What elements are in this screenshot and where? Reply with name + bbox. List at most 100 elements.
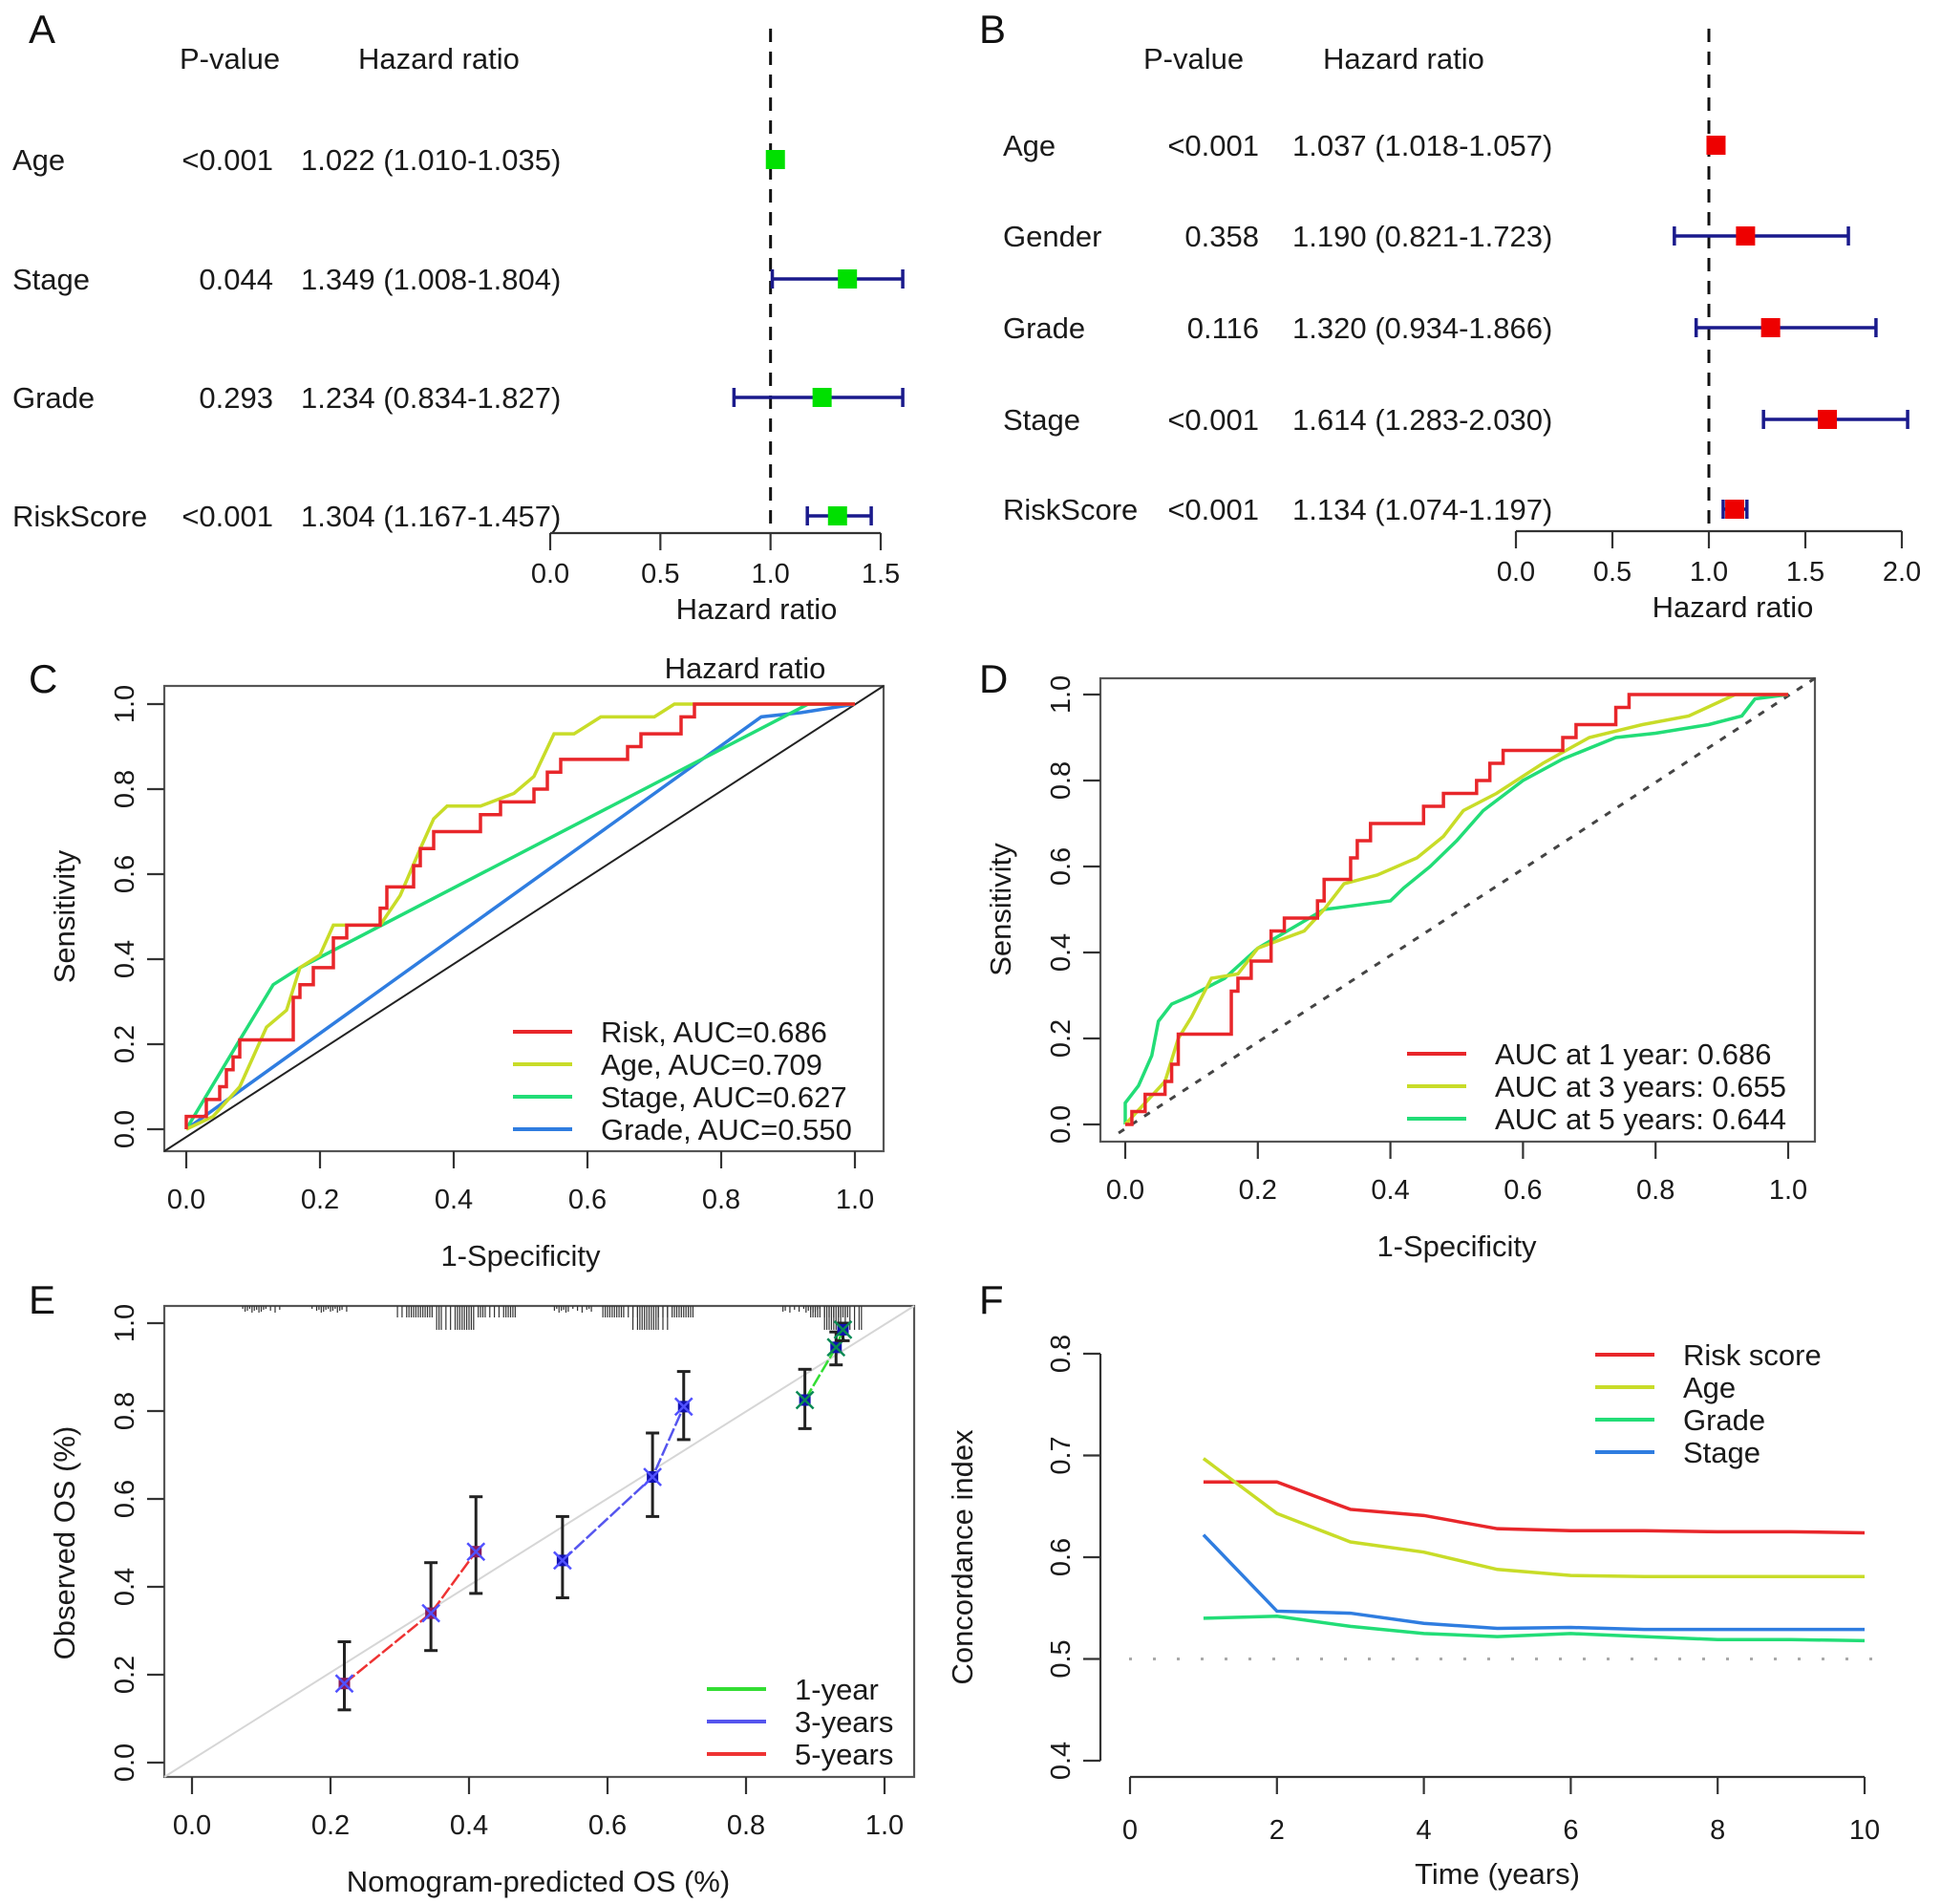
y-axis-label: Sensitivity: [48, 849, 81, 983]
legend-label: 3-years: [795, 1705, 893, 1739]
y-axis-label: Sensitivity: [984, 843, 1017, 976]
legend-label: Risk, AUC=0.686: [601, 1016, 827, 1049]
row-hazard-ratio: 1.349 (1.008-1.804): [301, 263, 561, 296]
row-hazard-ratio: 1.134 (1.074-1.197): [1292, 493, 1552, 526]
row-hazard-ratio: 1.022 (1.010-1.035): [301, 143, 561, 177]
x-tick-label: 0.0: [173, 1810, 211, 1841]
y-tick-label: 1.0: [110, 685, 140, 723]
roc-plot-c: 0.0 0.2 0.4 0.6 0.8 1.0 0.0 0.2 0.4 0.6 0.8 1.0 1-Sp…: [48, 652, 885, 1273]
y-tick-label: 0.6: [1046, 1538, 1077, 1576]
roc-plot-d: 0.0 0.2 0.4 0.6 0.8 1.0 0.0 0.2 0.4 0.6 0.8 1.0 1-Sp…: [984, 675, 1817, 1263]
concordance-line: [1202, 1533, 1865, 1632]
x-tick-label: 0.0: [167, 1185, 205, 1215]
row-label: Age: [1003, 129, 1056, 162]
roc-curve: [184, 702, 855, 1129]
x-axis-label: Hazard ratio: [1653, 590, 1814, 624]
x-tick-label: 0.0: [1106, 1175, 1144, 1206]
row-label: Grade: [12, 381, 95, 415]
panel-label-b: B: [979, 7, 1006, 52]
panel-label-c: C: [29, 656, 57, 701]
x-tick-label: 10: [1849, 1815, 1880, 1846]
x-tick-label: 0.0: [531, 559, 569, 589]
row-label: RiskScore: [12, 500, 147, 533]
y-tick-label: 0.6: [1046, 847, 1077, 886]
y-tick-label: 0.6: [110, 1480, 140, 1518]
x-tick-label: 2: [1269, 1815, 1285, 1846]
x-tick-label: 0.8: [702, 1185, 740, 1215]
legend-label: 5-years: [795, 1738, 893, 1771]
panel-label-d: D: [979, 656, 1008, 701]
panel-label-a: A: [29, 7, 55, 52]
calibration-cross: [833, 1320, 853, 1339]
hr-marker: [1736, 226, 1756, 246]
x-tick-label: 0.4: [1371, 1175, 1409, 1206]
row-hazard-ratio: 1.304 (1.167-1.457): [301, 500, 561, 533]
row-pvalue: <0.001: [1167, 403, 1259, 437]
x-tick-label: 0.6: [588, 1810, 627, 1841]
x-axis-label: Hazard ratio: [676, 592, 838, 626]
y-axis-label: Observed OS (%): [48, 1426, 81, 1660]
x-axis-label: Time (years): [1415, 1857, 1580, 1891]
hr-marker: [838, 269, 858, 289]
roc-curve: [184, 702, 856, 1131]
x-tick-label: 0: [1122, 1815, 1138, 1846]
x-tick-label: 1.5: [862, 559, 900, 589]
y-tick-label: 0.2: [110, 1656, 140, 1694]
row-hazard-ratio: 1.320 (0.934-1.866): [1292, 311, 1552, 345]
panel-label-e: E: [29, 1277, 55, 1322]
x-axis-label: 1-Specificity: [440, 1239, 601, 1273]
legend-label: AUC at 1 year: 0.686: [1495, 1038, 1772, 1071]
y-tick-label: 0.6: [110, 855, 140, 893]
row-pvalue: <0.001: [1167, 493, 1259, 526]
calibration-cross: [334, 1674, 354, 1694]
x-tick-label: 0.2: [311, 1810, 350, 1841]
row-label: Gender: [1003, 220, 1101, 253]
column-header-hazard-ratio: Hazard ratio: [358, 42, 520, 75]
panel-label-f: F: [979, 1277, 1004, 1322]
y-tick-label: 0.0: [110, 1744, 140, 1782]
roc-curve: [1125, 693, 1788, 1126]
hr-marker: [1725, 500, 1745, 519]
y-tick-label: 0.7: [1046, 1436, 1077, 1474]
plot-frame: [162, 684, 885, 1153]
calibration-cross: [795, 1390, 815, 1410]
legend-label: Stage, AUC=0.627: [601, 1080, 847, 1114]
column-header-pvalue: P-value: [180, 42, 280, 75]
y-tick-label: 0.4: [110, 1568, 140, 1606]
x-tick-label: 0.5: [641, 559, 679, 589]
y-tick-label: 0.0: [110, 1110, 140, 1148]
calibration-line: [562, 1405, 685, 1562]
roc-curve: [1123, 693, 1789, 1124]
x-tick-label: 1.0: [1690, 557, 1728, 588]
row-hazard-ratio: 1.037 (1.018-1.057): [1292, 129, 1552, 162]
x-tick-label: 6: [1563, 1815, 1578, 1846]
hr-marker: [1818, 410, 1838, 429]
legend-label: Age, AUC=0.709: [601, 1048, 822, 1081]
x-axis-label: Nomogram-predicted OS (%): [347, 1865, 730, 1898]
row-hazard-ratio: 1.234 (0.834-1.827): [301, 381, 561, 415]
plot-frame: [1098, 676, 1817, 1144]
diagonal-reference-line: [163, 685, 885, 1152]
y-tick-label: 0.8: [1046, 761, 1077, 800]
calibration-plot-e: 0.0 0.2 0.4 0.6 0.8 1.0 0.0 0.2 0.4 0.6 0.8 1.0 Nomo…: [48, 1304, 916, 1898]
y-tick-label: 0.2: [110, 1025, 140, 1063]
row-label: Stage: [1003, 403, 1080, 437]
concordance-plot-f: 0 2 4 6 8 10 0.4 0.5 0.6 0.7 0.8 Time (years) Concor…: [946, 1335, 1887, 1891]
row-pvalue: <0.001: [181, 143, 273, 177]
row-label: Age: [12, 143, 65, 177]
x-axis-label: 1-Specificity: [1376, 1230, 1537, 1263]
hr-marker: [1706, 136, 1726, 155]
concordance-line: [1203, 1480, 1866, 1535]
y-tick-label: 0.8: [1046, 1335, 1077, 1373]
calibration-cross: [643, 1467, 663, 1487]
row-label: Stage: [12, 263, 90, 296]
calibration-line: [343, 1551, 478, 1685]
y-tick-label: 1.0: [110, 1304, 140, 1342]
legend-label: Grade: [1683, 1403, 1765, 1437]
x-tick-label: 1.0: [752, 559, 790, 589]
legend-label: Age: [1683, 1371, 1736, 1404]
y-tick-label: 0.4: [1046, 933, 1077, 972]
x-tick-label: 0.4: [435, 1185, 473, 1215]
x-tick-label: 1.0: [1769, 1175, 1807, 1206]
x-tick-label: 1.5: [1786, 557, 1824, 588]
